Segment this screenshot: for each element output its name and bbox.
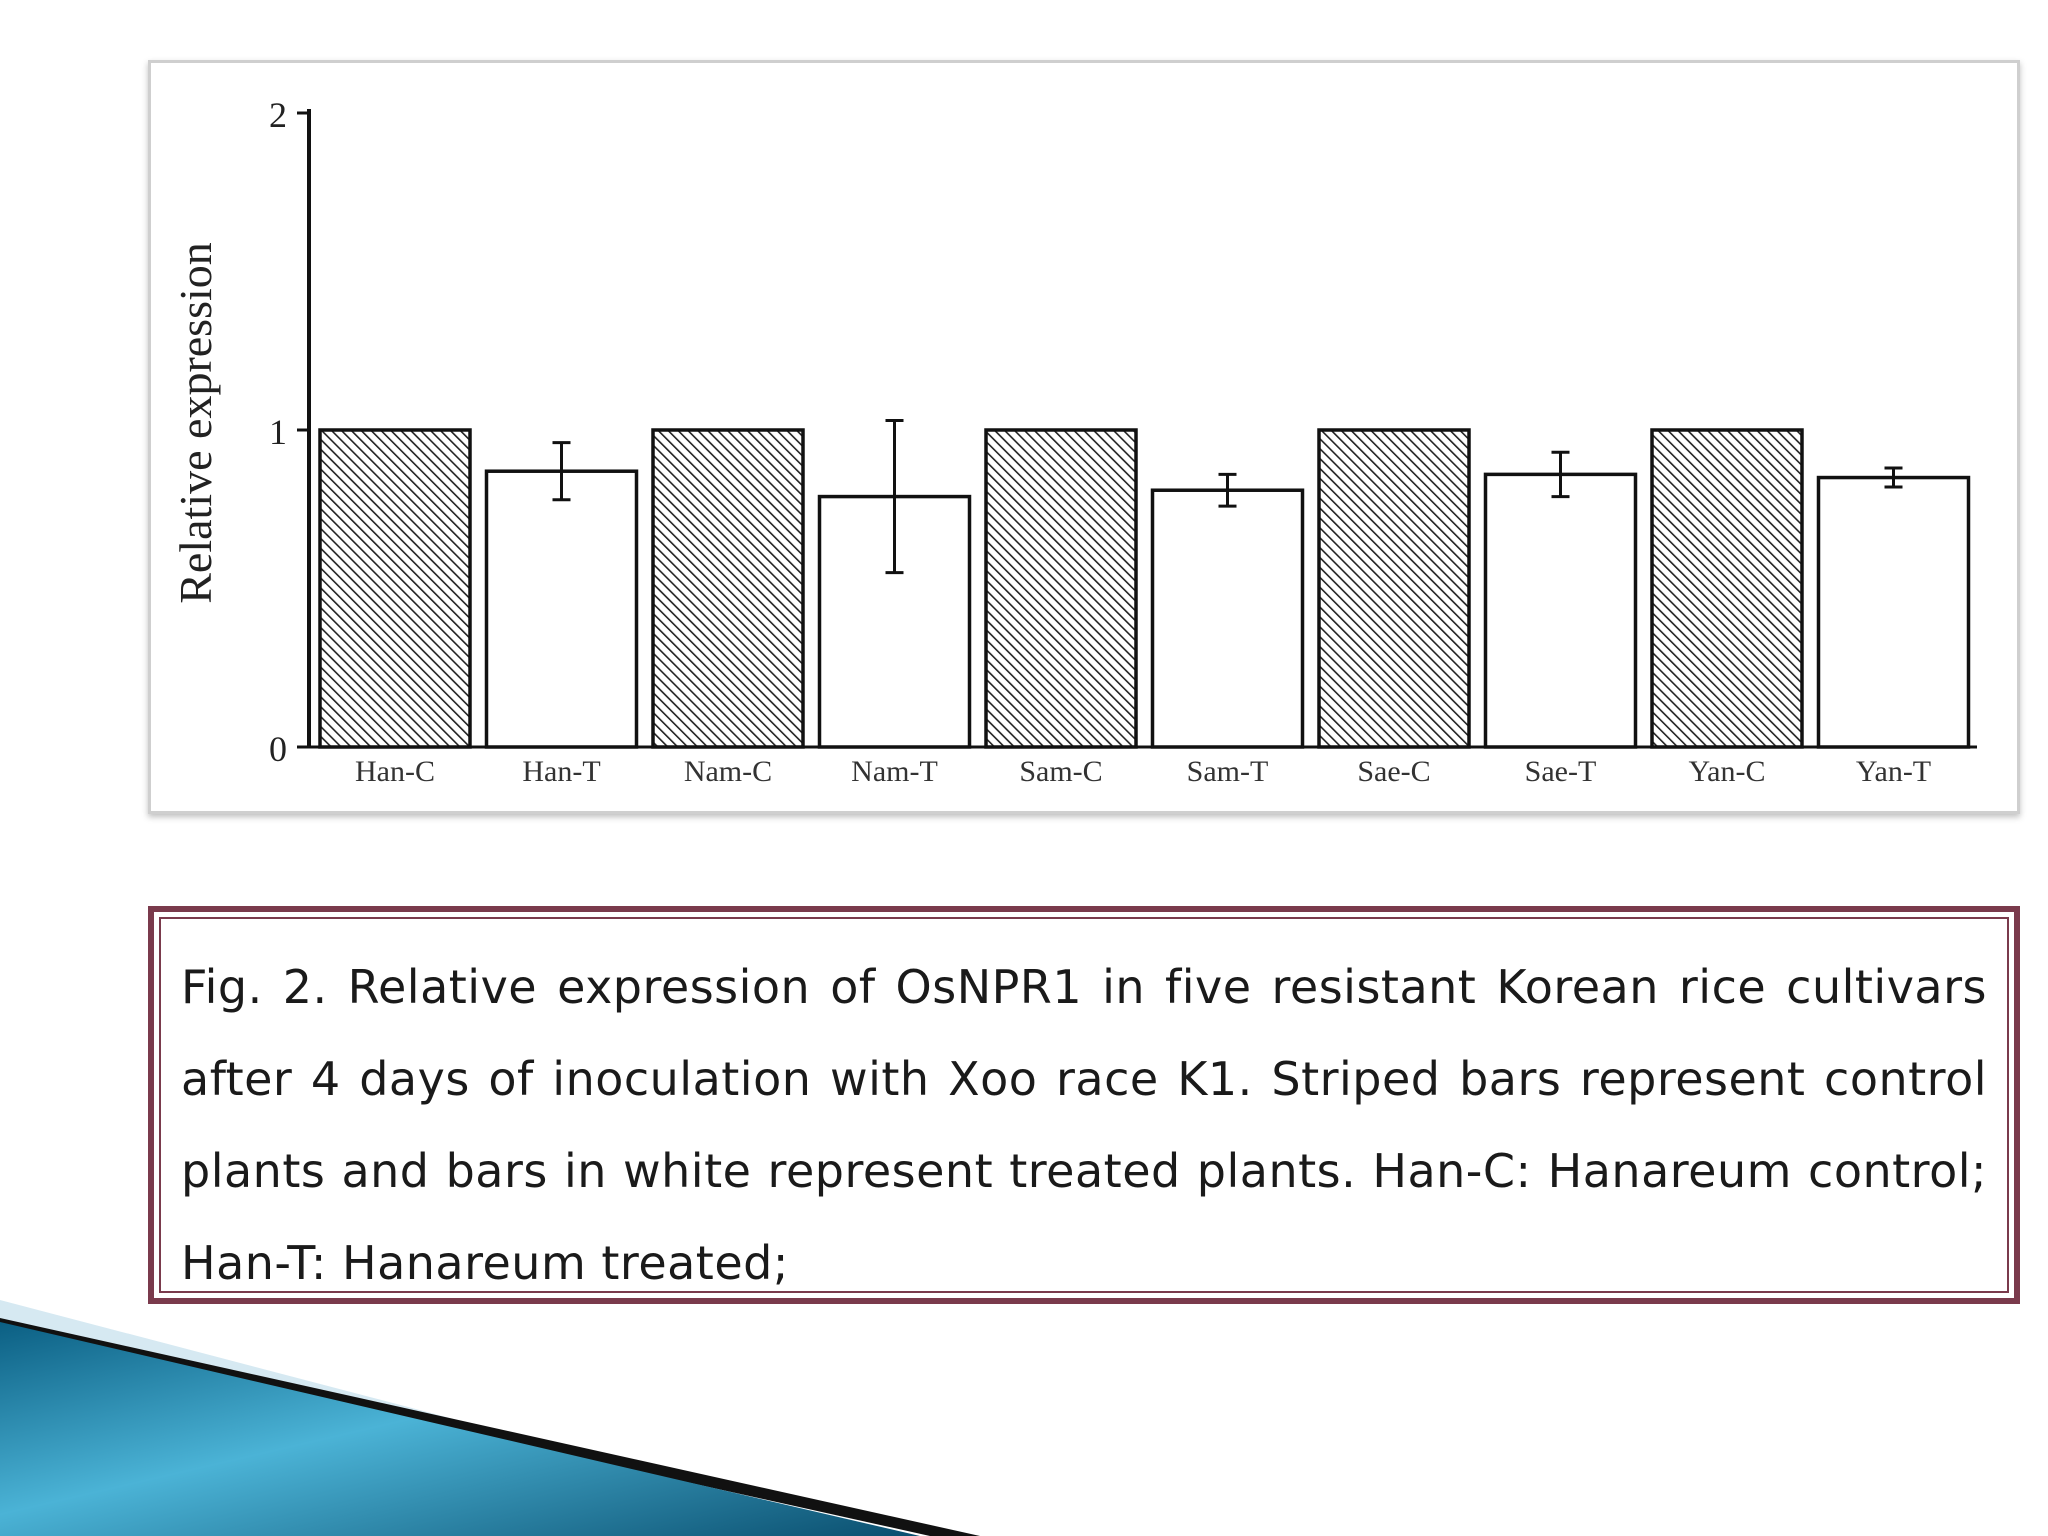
y-axis-label: Relative expression <box>170 242 221 604</box>
bar <box>1317 428 1471 749</box>
x-tick-label: Nam-C <box>684 755 772 788</box>
figure-caption-inner-border: Fig. 2. Relative expression of OsNPR1 in… <box>159 917 2009 1293</box>
bar <box>1816 475 1971 749</box>
x-tick-label: Sae-C <box>1357 755 1430 788</box>
x-tick-label: Yan-T <box>1856 755 1931 788</box>
y-axis-label-group: Relative expression <box>170 242 221 604</box>
bar <box>651 428 805 749</box>
chart-frame: Relative expression 0 1 2 Han-C Han-T Nam-C Na… <box>148 60 2020 814</box>
bar <box>1483 472 1638 749</box>
figure-caption: Fig. 2. Relative expression of OsNPR1 in… <box>181 960 1987 1290</box>
x-tick-label: Han-C <box>355 755 435 788</box>
bars <box>318 418 1971 749</box>
x-tick-label: Sam-T <box>1187 755 1269 788</box>
x-tick-label: Nam-T <box>851 755 938 788</box>
y-tick-label: 1 <box>269 412 287 452</box>
slide-accent-blue-wedge <box>0 1322 920 1536</box>
bar <box>984 428 1138 749</box>
bar <box>484 469 639 749</box>
bar <box>1650 428 1804 749</box>
bar <box>1150 488 1305 749</box>
tick-labels: 0 1 2 Han-C Han-T Nam-C Nam-T Sam-C Sam-T Sae-C Sa… <box>269 95 1931 788</box>
x-tick-label: Sae-T <box>1525 755 1597 788</box>
bar <box>318 428 472 749</box>
slide-accent-dark-swoosh <box>0 1318 980 1536</box>
bar-chart: Relative expression 0 1 2 Han-C Han-T Nam-C Na… <box>170 95 1977 788</box>
x-tick-label: Yan-C <box>1689 755 1766 788</box>
figure-caption-box: Fig. 2. Relative expression of OsNPR1 in… <box>148 906 2020 1304</box>
x-tick-label: Han-T <box>522 755 600 788</box>
y-tick-label: 0 <box>269 729 287 769</box>
x-tick-label: Sam-C <box>1019 755 1102 788</box>
y-tick-label: 2 <box>269 95 287 135</box>
